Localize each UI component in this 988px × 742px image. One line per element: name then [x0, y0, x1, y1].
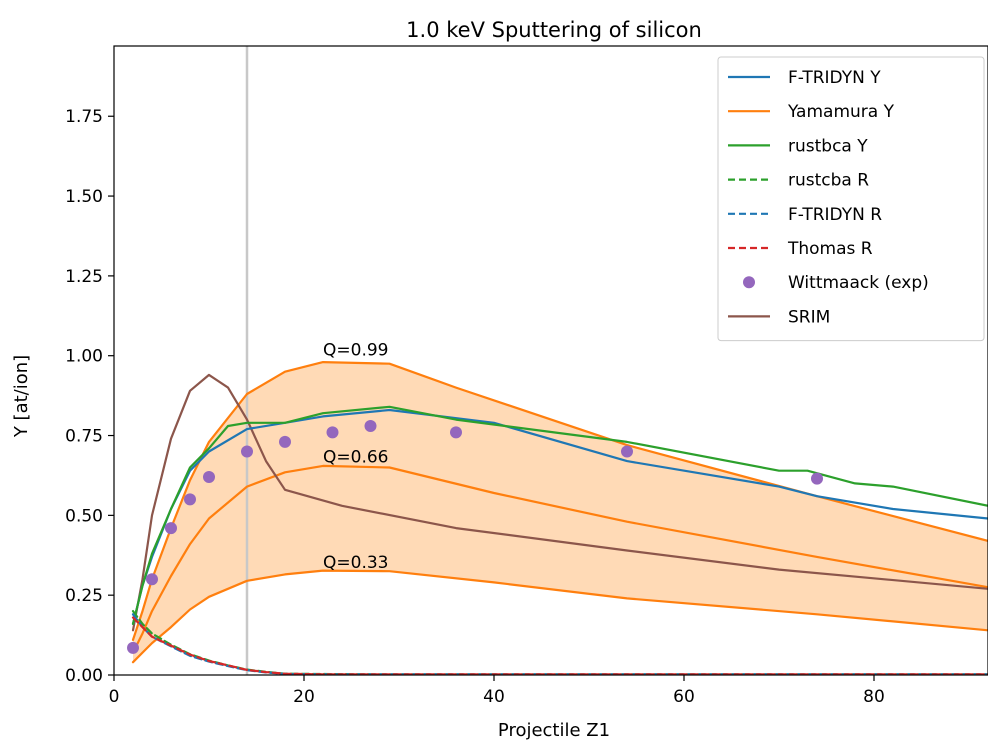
y-axis-title: Y [at/ion]: [11, 355, 32, 438]
x-axis-title: Projectile Z1: [498, 720, 610, 741]
x-tick-label: 20: [293, 687, 315, 707]
data-point-wittmaack-exp: [450, 426, 462, 438]
legend-label: Thomas R: [787, 239, 873, 259]
annotation-label: Q=0.33: [323, 553, 388, 573]
series-line-thomas-r: [133, 618, 988, 675]
data-point-wittmaack-exp: [279, 436, 291, 448]
annotation-label: Q=0.99: [323, 341, 388, 361]
data-point-wittmaack-exp: [203, 471, 215, 483]
y-tick-label: 0.75: [65, 427, 103, 447]
x-tick-label: 80: [863, 687, 885, 707]
data-point-wittmaack-exp: [127, 642, 139, 654]
data-point-wittmaack-exp: [241, 445, 253, 457]
data-point-wittmaack-exp: [184, 493, 196, 505]
legend-label: SRIM: [788, 307, 830, 327]
x-tick-label: 0: [109, 687, 120, 707]
y-tick-label: 0.50: [65, 506, 103, 526]
y-tick-label: 0.25: [65, 586, 103, 606]
y-tick-label: 1.00: [65, 347, 103, 367]
legend-label: rustbca Y: [788, 136, 868, 156]
y-tick-label: 1.50: [65, 187, 103, 207]
y-tick-label: 0.00: [65, 666, 103, 686]
data-point-wittmaack-exp: [365, 420, 377, 432]
legend-label: Yamamura Y: [787, 102, 895, 122]
legend-label: Wittmaack (exp): [788, 273, 929, 293]
series-line-f-tridyn-r: [133, 614, 988, 674]
x-tick-label: 40: [483, 687, 505, 707]
q-band-fill: [133, 362, 988, 662]
data-point-wittmaack-exp: [811, 473, 823, 485]
legend-box: [718, 57, 984, 341]
legend-swatch: [743, 276, 755, 288]
legend-label: rustcba R: [788, 171, 869, 191]
chart-title: 1.0 keV Sputtering of silicon: [406, 18, 702, 42]
legend-label: F-TRIDYN R: [788, 205, 882, 225]
data-point-wittmaack-exp: [146, 573, 158, 585]
y-tick-label: 1.25: [65, 267, 103, 287]
legend-label: F-TRIDYN Y: [788, 68, 881, 88]
annotation-label: Q=0.66: [323, 448, 388, 468]
data-point-wittmaack-exp: [327, 426, 339, 438]
x-tick-label: 60: [673, 687, 695, 707]
data-point-wittmaack-exp: [621, 445, 633, 457]
legend: F-TRIDYN Y Yamamura Y rustbca Y rustcba R F-…: [718, 57, 984, 341]
series-line-rustcba-r: [133, 611, 988, 674]
data-point-wittmaack-exp: [165, 522, 177, 534]
y-tick-label: 1.75: [65, 107, 103, 127]
